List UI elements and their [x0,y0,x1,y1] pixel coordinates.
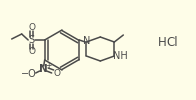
Text: +: + [45,60,52,70]
Text: O: O [28,24,35,32]
Text: O: O [28,48,35,56]
Text: −O: −O [21,69,37,79]
Text: N: N [39,64,48,74]
Text: N: N [83,36,90,46]
Text: S: S [29,35,35,45]
Text: Cl: Cl [166,36,178,48]
Text: O: O [53,70,60,78]
Text: H: H [158,36,166,48]
Text: NH: NH [113,51,128,61]
